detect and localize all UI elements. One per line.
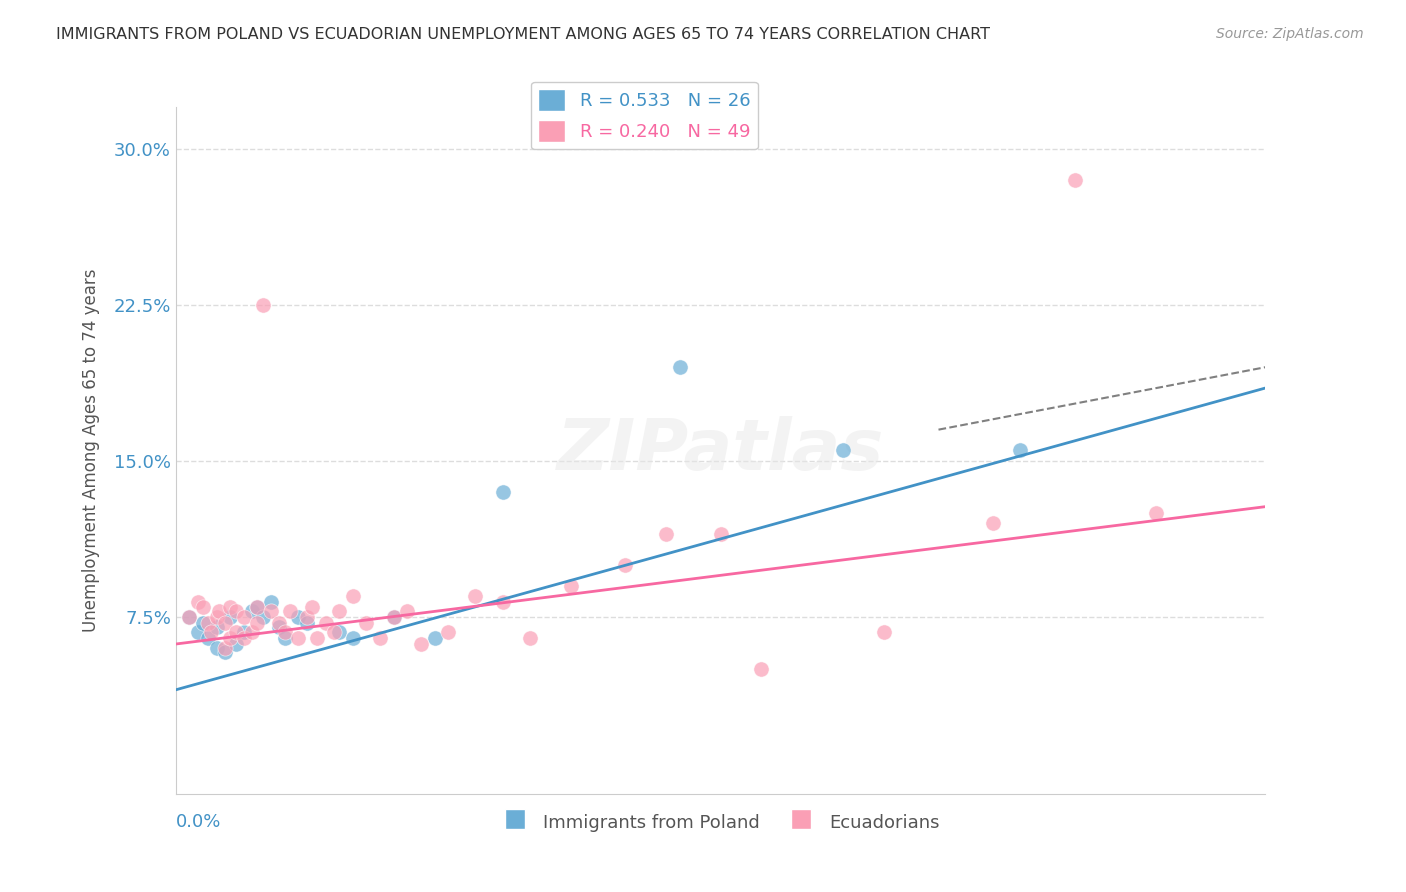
Point [614,558,637,572]
Point [205,620,228,634]
Point [295,610,318,624]
Point [269,616,291,631]
Point [492,485,515,500]
Point [205,610,228,624]
Point [710,526,733,541]
Point [197,631,219,645]
Point [191,616,214,631]
Point [225,637,247,651]
Point [1063,173,1085,187]
Point [368,631,391,645]
Point [437,624,460,639]
Text: Source: ZipAtlas.com: Source: ZipAtlas.com [1216,27,1364,41]
Point [219,631,242,645]
Point [252,298,274,312]
Point [301,599,323,614]
Point [396,604,419,618]
Point [219,599,242,614]
Point [260,595,283,609]
Point [225,624,247,639]
Point [274,631,297,645]
Point [287,631,309,645]
Y-axis label: Unemployment Among Ages 65 to 74 years: Unemployment Among Ages 65 to 74 years [82,268,100,632]
Point [873,624,896,639]
Point [200,624,222,639]
Point [751,662,773,676]
Point [328,624,350,639]
Point [342,631,364,645]
Point [382,610,405,624]
Point [492,595,515,609]
Point [219,610,242,624]
Text: 0.0%: 0.0% [176,814,221,831]
Point [322,624,344,639]
Point [981,516,1004,531]
Point [232,631,254,645]
Point [269,620,291,634]
Point [232,610,254,624]
Point [252,610,274,624]
Point [307,631,329,645]
Point [423,631,446,645]
Point [191,599,214,614]
Point [179,610,201,624]
Point [214,616,236,631]
Point [464,589,486,603]
Point [668,360,690,375]
Point [409,637,432,651]
Point [274,624,297,639]
Point [832,443,855,458]
Point [246,616,269,631]
Text: IMMIGRANTS FROM POLAND VS ECUADORIAN UNEMPLOYMENT AMONG AGES 65 TO 74 YEARS CORR: IMMIGRANTS FROM POLAND VS ECUADORIAN UNE… [56,27,990,42]
Point [246,599,269,614]
Point [240,604,263,618]
Point [278,604,301,618]
Point [356,616,378,631]
Point [197,616,219,631]
Point [315,616,337,631]
Legend: Immigrants from Poland, Ecuadorians: Immigrants from Poland, Ecuadorians [495,804,946,839]
Point [655,526,678,541]
Point [208,604,231,618]
Point [246,599,269,614]
Text: ZIPatlas: ZIPatlas [557,416,884,485]
Point [214,641,236,656]
Point [382,610,405,624]
Point [1144,506,1167,520]
Point [205,641,228,656]
Point [560,579,582,593]
Point [1010,443,1032,458]
Point [232,624,254,639]
Point [260,604,283,618]
Point [342,589,364,603]
Point [295,616,318,631]
Point [287,610,309,624]
Point [214,645,236,659]
Point [240,624,263,639]
Point [179,610,201,624]
Point [186,624,209,639]
Point [186,595,209,609]
Point [225,604,247,618]
Point [328,604,350,618]
Point [519,631,541,645]
